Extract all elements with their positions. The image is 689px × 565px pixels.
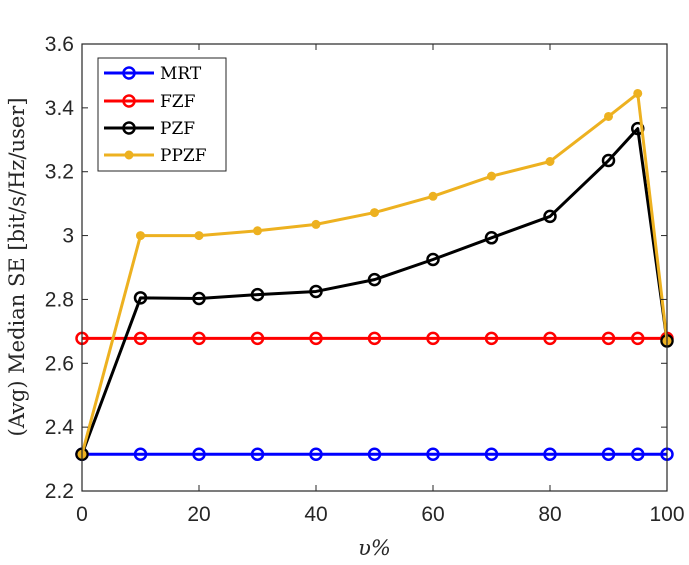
data-point-ppzf: [604, 111, 613, 121]
axes-frame: [81, 43, 668, 492]
data-point-ppzf: [136, 231, 145, 241]
x-tick-label: 80: [538, 503, 561, 526]
y-tick-label: 3.6: [45, 33, 74, 56]
data-point-mrt: [601, 447, 616, 462]
legend-label-pzf: PZF: [160, 119, 195, 139]
legend-entry-pzf: PZF: [104, 119, 195, 139]
y-tick-label: 2.4: [45, 416, 75, 439]
legend-label-fzf: FZF: [160, 92, 196, 112]
data-point-fzf: [133, 331, 148, 346]
data-point-mrt: [250, 447, 265, 462]
data-point-fzf: [631, 331, 645, 346]
series-ppzf: [77, 88, 672, 459]
data-point-pzf: [367, 272, 382, 287]
data-point-pzf: [250, 287, 265, 302]
data-point-pzf: [601, 153, 616, 168]
series-line-pzf: [80, 127, 669, 455]
ticks-layer: 0 20 40 60 80 100 2.2 2.4 2.6 2.8 3 3.2 3.4 3.6: [45, 33, 685, 526]
legend-label-mrt: MRT: [160, 64, 202, 84]
data-point-ppzf: [194, 231, 204, 241]
data-point-mrt: [367, 447, 382, 462]
legend-marker-pzf: [122, 121, 136, 135]
legend-marker-mrt: [122, 66, 136, 80]
data-point-pzf: [309, 284, 323, 299]
data-point-pzf: [484, 231, 499, 245]
data-point-fzf: [543, 331, 557, 346]
data-point-mrt: [543, 447, 557, 462]
data-point-ppzf: [253, 226, 262, 236]
y-tick-label: 2.6: [45, 352, 74, 375]
data-point-mrt: [631, 447, 645, 462]
data-point-mrt: [426, 447, 440, 462]
data-point-mrt: [133, 447, 148, 462]
y-tick-label: 3.4: [45, 97, 75, 120]
data-point-mrt: [484, 447, 499, 462]
legend-box: [97, 57, 227, 172]
data-point-fzf: [601, 331, 616, 346]
data-point-pzf: [426, 252, 440, 267]
data-point-fzf: [367, 331, 382, 346]
legend-label-ppzf: PPZF: [160, 146, 207, 166]
data-point-ppzf: [487, 171, 496, 181]
data-point-ppzf: [311, 219, 321, 229]
data-point-pzf: [543, 209, 557, 224]
data-point-pzf: [192, 291, 206, 306]
y-tick-label: 2.2: [45, 480, 74, 503]
legend: MRT FZF PZF PPZF: [97, 57, 227, 172]
data-point-mrt: [309, 447, 323, 462]
y-tick-label: 3: [62, 225, 74, 248]
data-point-ppzf: [428, 191, 438, 201]
data-point-fzf: [250, 331, 265, 346]
data-point-ppzf: [545, 156, 555, 166]
data-point-fzf: [426, 331, 440, 346]
data-point-fzf: [192, 331, 206, 346]
series-layer: [75, 88, 674, 462]
data-point-fzf: [309, 331, 323, 346]
legend-marker-ppzf: [124, 150, 134, 160]
y-tick-label: 3.2: [45, 161, 74, 184]
x-tick-label: 20: [187, 503, 210, 526]
x-tick-label: 0: [76, 503, 88, 526]
x-tick-label: 100: [649, 503, 684, 526]
legend-entry-ppzf: PPZF: [104, 146, 207, 166]
data-point-ppzf: [370, 208, 379, 218]
x-axis-title: υ%: [358, 536, 391, 560]
legend-entry-mrt: MRT: [104, 64, 202, 84]
legend-entry-fzf: FZF: [104, 92, 196, 112]
y-tick-label: 2.8: [45, 288, 74, 311]
y-axis-title: (Avg) Median SE [bit/s/Hz/user]: [5, 97, 29, 436]
data-point-pzf: [133, 291, 148, 305]
data-point-mrt: [192, 447, 206, 462]
series-line-ppzf: [80, 91, 669, 455]
x-tick-label: 40: [304, 503, 327, 526]
legend-marker-fzf: [122, 94, 136, 108]
data-point-fzf: [484, 331, 499, 346]
x-tick-label: 60: [421, 503, 444, 526]
data-point-ppzf: [633, 88, 643, 98]
